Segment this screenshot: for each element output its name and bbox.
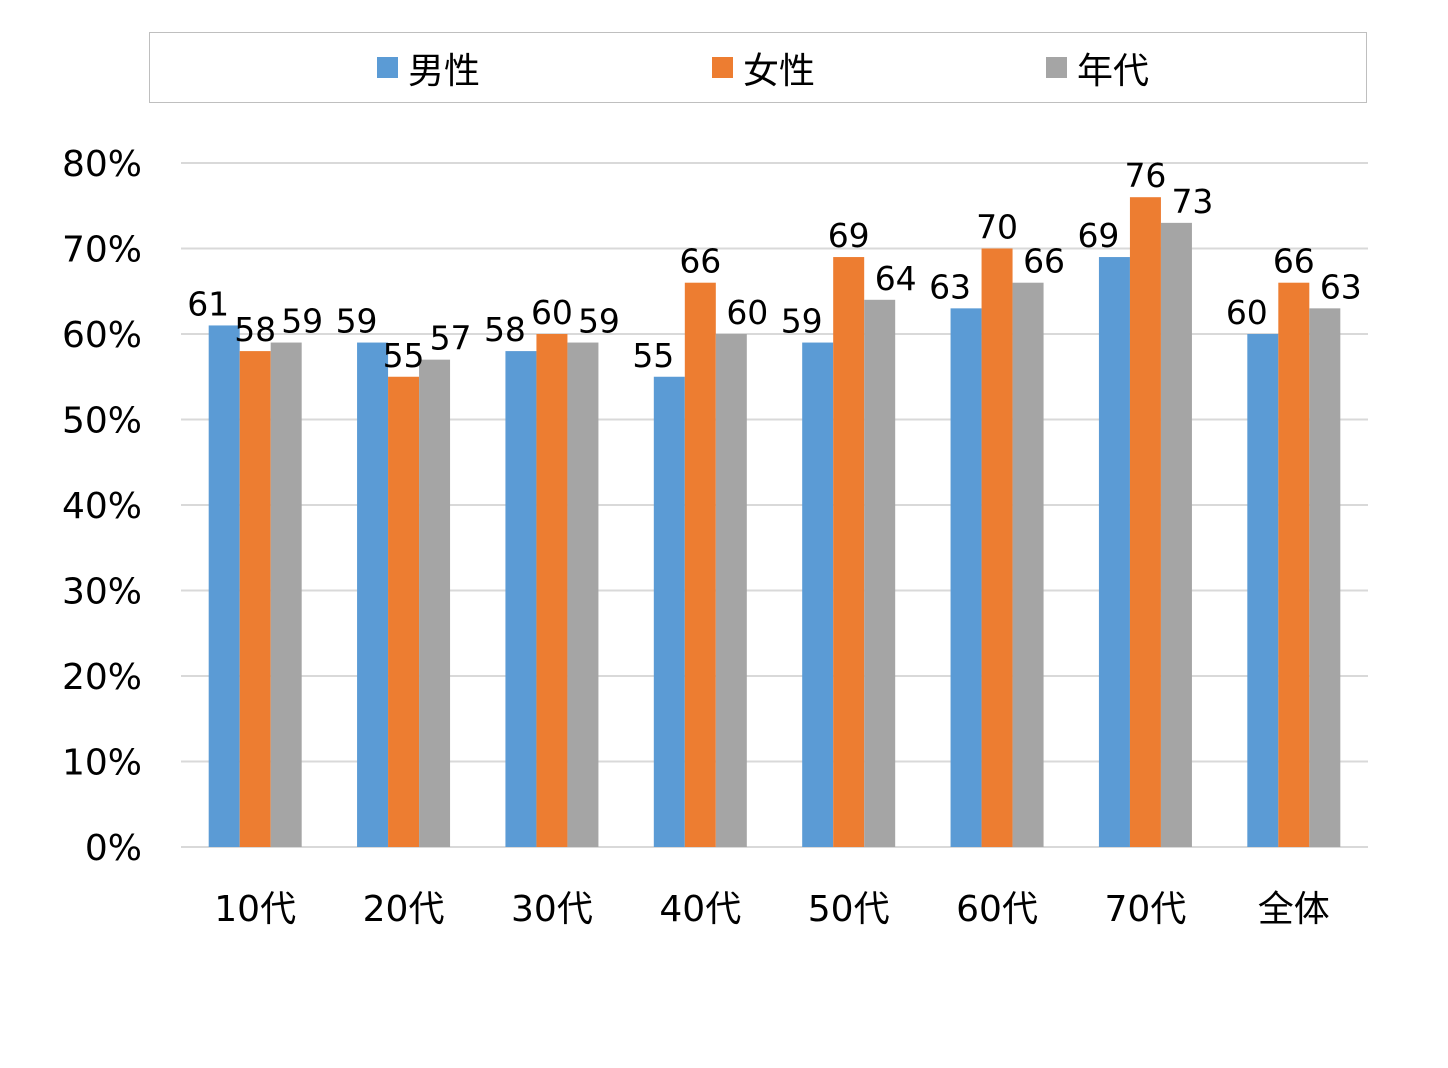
data-label: 59 xyxy=(336,302,378,341)
bar xyxy=(1247,334,1279,847)
legend-swatch-female xyxy=(712,57,733,78)
bar xyxy=(239,351,271,847)
data-label: 73 xyxy=(1171,182,1213,221)
data-label: 61 xyxy=(187,284,229,323)
data-label: 69 xyxy=(828,216,870,255)
bar xyxy=(1278,282,1310,847)
legend-label-generation: 年代 xyxy=(1077,50,1150,92)
data-label: 69 xyxy=(1077,216,1119,255)
legend-swatch-generation xyxy=(1046,57,1067,78)
data-label: 66 xyxy=(1273,242,1315,281)
y-tick-label: 0% xyxy=(85,828,142,869)
data-label: 63 xyxy=(929,267,971,306)
y-tick-label: 80% xyxy=(62,144,142,185)
data-label: 64 xyxy=(875,259,917,298)
bar xyxy=(1129,197,1161,847)
data-label: 57 xyxy=(430,319,472,358)
x-tick-label: 40代 xyxy=(659,889,741,930)
bar xyxy=(1160,222,1192,848)
data-label: 66 xyxy=(679,242,721,281)
data-label: 60 xyxy=(726,293,768,332)
y-tick-label: 70% xyxy=(62,230,142,271)
x-tick-label: 60代 xyxy=(956,889,1038,930)
x-tick-label: 30代 xyxy=(511,889,593,930)
x-tick-label: 全体 xyxy=(1258,889,1330,930)
legend-label-female: 女性 xyxy=(743,50,816,92)
y-axis-tick-labels: 0% 10% 20% 30% 40% 50% 60% 70% 80% xyxy=(62,144,142,869)
bar xyxy=(536,334,568,847)
bar xyxy=(981,248,1013,847)
data-label: 59 xyxy=(281,302,323,341)
y-tick-label: 50% xyxy=(62,401,142,442)
data-label: 55 xyxy=(383,336,425,375)
legend-swatch-male xyxy=(377,57,398,78)
bar xyxy=(419,359,451,847)
x-axis-tick-labels: 10代 20代 30代 40代 50代 60代 70代 全体 xyxy=(214,889,1330,930)
bar xyxy=(950,308,982,848)
bar xyxy=(1098,257,1130,847)
data-label: 70 xyxy=(976,208,1018,247)
bars xyxy=(208,197,1341,848)
x-tick-label: 70代 xyxy=(1105,889,1187,930)
x-tick-label: 10代 xyxy=(214,889,296,930)
data-label: 58 xyxy=(484,310,526,349)
legend-item-female: 女性 xyxy=(712,33,815,102)
bar xyxy=(208,325,240,847)
bar xyxy=(715,334,747,847)
data-label: 55 xyxy=(632,336,674,375)
bar xyxy=(505,351,537,847)
data-label: 63 xyxy=(1320,267,1362,306)
y-tick-label: 40% xyxy=(62,486,142,527)
bar xyxy=(270,342,302,847)
bar xyxy=(684,282,716,847)
bar xyxy=(653,376,685,847)
data-label: 66 xyxy=(1023,242,1065,281)
legend-item-generation: 年代 xyxy=(1046,33,1149,102)
legend-item-male: 男性 xyxy=(377,33,480,102)
x-tick-label: 20代 xyxy=(363,889,445,930)
bar xyxy=(1309,308,1341,848)
data-label: 76 xyxy=(1124,156,1166,195)
bar xyxy=(864,299,896,847)
bar xyxy=(1012,282,1044,847)
bar xyxy=(833,257,865,847)
y-tick-label: 10% xyxy=(62,743,142,784)
y-tick-label: 60% xyxy=(62,315,142,356)
bar xyxy=(802,342,834,847)
data-label: 60 xyxy=(531,293,573,332)
bar xyxy=(388,376,420,847)
bar xyxy=(357,342,389,847)
data-label: 59 xyxy=(781,302,823,341)
legend-label-male: 男性 xyxy=(408,50,481,92)
bar xyxy=(567,342,599,847)
data-label: 58 xyxy=(234,310,276,349)
data-label: 59 xyxy=(578,302,620,341)
legend: 男性 女性 年代 xyxy=(149,32,1367,103)
x-tick-label: 50代 xyxy=(808,889,890,930)
y-tick-label: 30% xyxy=(62,572,142,613)
y-tick-label: 20% xyxy=(62,657,142,698)
data-label: 60 xyxy=(1226,293,1268,332)
